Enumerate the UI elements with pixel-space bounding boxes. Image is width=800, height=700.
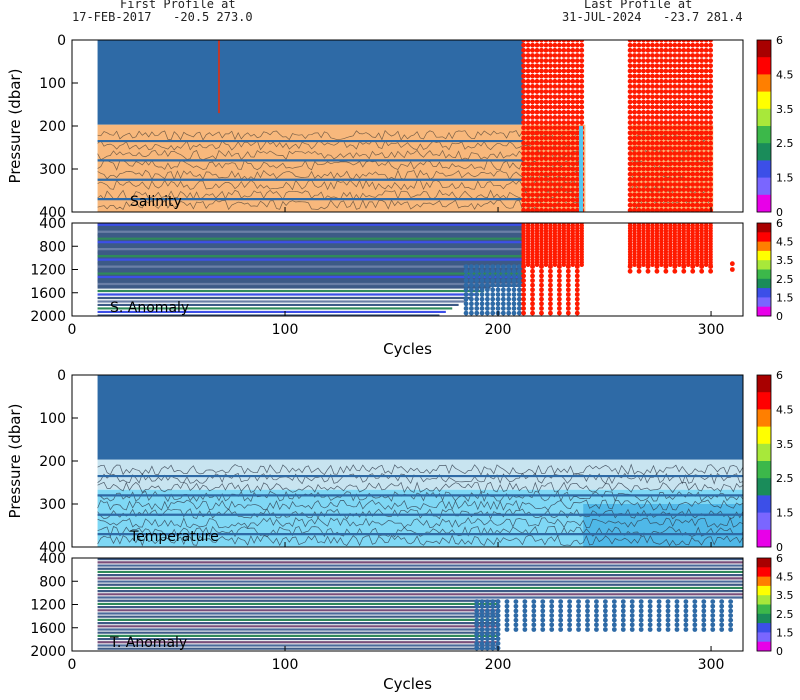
ytick-tanom-400: 400	[39, 551, 66, 567]
last-profile-info: 31-JUL-2024 -23.7 281.4	[562, 10, 743, 24]
panel-sal-data	[97, 40, 714, 212]
first-profile-label: First Profile at	[120, 0, 236, 11]
colorbar-tick-tanom-2: 3.5	[776, 589, 794, 602]
colorbar-tick-temp-2: 3.5	[776, 438, 794, 451]
ylabel-sal: Pressure (dbar)	[6, 69, 24, 184]
colorbar-tick-temp-3: 2.5	[776, 472, 794, 485]
ytick-temp-100: 100	[39, 411, 66, 427]
colorbar-tick-tanom-0: 6	[776, 552, 783, 565]
colorbar-tick-sal-3: 2.5	[776, 137, 794, 150]
panel-title-tanom: T. Anomaly	[109, 635, 187, 651]
ytick-temp-200: 200	[39, 454, 66, 470]
colorbar-tick-tanom-5: 0	[776, 645, 783, 658]
ytick-sanom-1200: 1200	[30, 263, 66, 279]
xtick-sanom-200: 200	[485, 322, 512, 338]
xtick-sanom-300: 300	[698, 322, 725, 338]
ytick-sanom-2000: 2000	[30, 309, 66, 325]
colorbar-tick-tanom-1: 4.5	[776, 571, 794, 584]
colorbar-tick-sanom-5: 0	[776, 310, 783, 323]
colorbar-sanom	[756, 222, 772, 317]
colorbar-tick-sanom-1: 4.5	[776, 236, 794, 249]
ytick-temp-400: 400	[39, 540, 66, 556]
colorbar-tick-tanom-3: 2.5	[776, 608, 794, 621]
colorbar-tick-sal-1: 4.5	[776, 68, 794, 81]
colorbar-temp	[756, 374, 772, 548]
ytick-sal-300: 300	[39, 162, 66, 178]
salinity-upper-band	[97, 40, 524, 125]
colorbar-tick-sanom-0: 6	[776, 217, 783, 230]
colorbar-tick-sanom-4: 1.5	[776, 291, 794, 304]
panel-title-sanom: S. Anomaly	[110, 300, 189, 316]
colorbar-tick-temp-4: 1.5	[776, 507, 794, 520]
panel-title-sal: Salinity	[130, 194, 182, 210]
xtick-tanom-100: 100	[272, 657, 299, 673]
ytick-sanom-400: 400	[39, 216, 66, 232]
colorbar-tick-sal-0: 6	[776, 34, 783, 47]
ytick-sal-100: 100	[39, 76, 66, 92]
colorbar-tick-temp-1: 4.5	[776, 403, 794, 416]
colorbar-tick-sanom-3: 2.5	[776, 273, 794, 286]
panel-temp-data	[97, 375, 743, 547]
colorbar-tick-sal-5: 0	[776, 206, 783, 219]
panel-tanom-data	[97, 558, 743, 651]
ytick-sanom-1600: 1600	[30, 286, 66, 302]
ytick-temp-300: 300	[39, 497, 66, 513]
colorbar-tick-sal-4: 1.5	[776, 172, 794, 185]
xlabel-sanom: Cycles	[383, 340, 432, 358]
colorbar-tick-tanom-4: 1.5	[776, 626, 794, 639]
ytick-tanom-1200: 1200	[30, 598, 66, 614]
ytick-tanom-800: 800	[39, 574, 66, 590]
ytick-sal-200: 200	[39, 119, 66, 135]
colorbar-tick-temp-5: 0	[776, 541, 783, 554]
ylabel-temp: Pressure (dbar)	[6, 404, 24, 519]
xtick-sanom-100: 100	[272, 322, 299, 338]
ytick-temp-0: 0	[57, 368, 66, 384]
panel-title-temp: Temperature	[129, 529, 219, 545]
colorbar-tanom	[756, 557, 772, 652]
ytick-sanom-800: 800	[39, 239, 66, 255]
colorbar-tick-sal-2: 3.5	[776, 103, 794, 116]
last-profile-label: Last Profile at	[584, 0, 693, 11]
colorbar-sal	[756, 39, 772, 213]
ytick-sal-400: 400	[39, 205, 66, 221]
colorbar-tick-sanom-2: 3.5	[776, 254, 794, 267]
temperature-upper-band	[97, 375, 743, 460]
colorbar-tick-temp-0: 6	[776, 369, 783, 382]
xtick-tanom-300: 300	[698, 657, 725, 673]
ytick-tanom-1600: 1600	[30, 621, 66, 637]
ytick-sal-0: 0	[57, 33, 66, 49]
ytick-tanom-2000: 2000	[30, 644, 66, 660]
xlabel-tanom: Cycles	[383, 675, 432, 693]
xtick-tanom-0: 0	[68, 657, 77, 673]
panel-sanom-data	[97, 223, 735, 316]
first-profile-info: 17-FEB-2017 -20.5 273.0	[72, 10, 253, 24]
xtick-sanom-0: 0	[68, 322, 77, 338]
xtick-tanom-200: 200	[485, 657, 512, 673]
